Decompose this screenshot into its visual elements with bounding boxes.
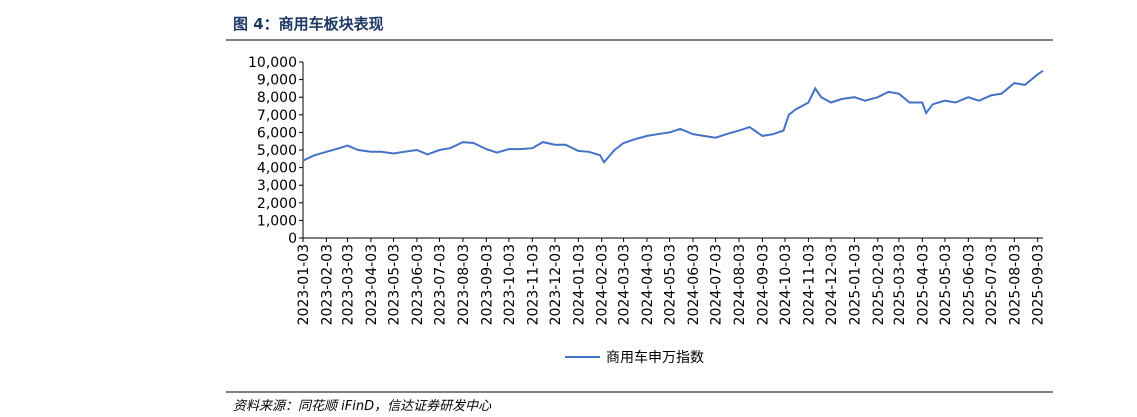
figure-title: 图 4：商用车板块表现 (233, 15, 384, 33)
y-tick-label: 9,000 (257, 73, 297, 89)
x-tick-label: 2023-12-03 (548, 244, 564, 325)
x-tick-label: 2024-02-03 (595, 244, 611, 325)
x-tick-label: 2023-04-03 (364, 244, 380, 325)
x-tick-label: 2024-05-03 (663, 244, 679, 325)
x-tick-label: 2025-03-03 (892, 244, 908, 325)
x-tick-label: 2023-02-03 (319, 244, 335, 325)
x-tick-label: 2023-08-03 (456, 244, 472, 325)
series-line (302, 69, 1044, 165)
y-tick-label: 10,000 (248, 55, 297, 71)
y-tick-label: 0 (288, 231, 297, 247)
x-tick-label: 2024-08-03 (732, 244, 748, 325)
y-tick-label: 5,000 (257, 143, 297, 159)
y-tick-label: 6,000 (257, 125, 297, 141)
x-tick-label: 2024-07-03 (709, 244, 725, 325)
x-tick-label: 2025-09-03 (1031, 244, 1047, 325)
legend-label: 商用车申万指数 (606, 349, 704, 366)
x-tick-label: 2024-03-03 (617, 244, 633, 325)
x-tick-label: 2025-01-03 (847, 244, 863, 325)
x-tick-label: 2025-04-03 (915, 244, 931, 325)
x-tick-label: 2025-06-03 (961, 244, 977, 325)
x-tick-label: 2023-11-03 (525, 244, 541, 325)
x-tick-label: 2023-03-03 (341, 244, 357, 325)
x-tick-label: 2024-04-03 (640, 244, 656, 325)
x-tick-label: 2025-02-03 (871, 244, 887, 325)
y-tick-label: 3,000 (257, 178, 297, 194)
x-tick-label: 2025-05-03 (938, 244, 954, 325)
x-tick-label: 2024-09-03 (755, 244, 771, 325)
x-tick-label: 2023-06-03 (410, 244, 426, 325)
x-tick-label: 2024-06-03 (686, 244, 702, 325)
y-tick-label: 8,000 (257, 90, 297, 106)
y-tick-label: 2,000 (257, 196, 297, 212)
x-tick-label: 2024-11-03 (801, 244, 817, 325)
x-tick-label: 2024-10-03 (778, 244, 794, 325)
x-tick-label: 2025-07-03 (984, 244, 1000, 325)
source-note: 资料来源：同花顺 iFinD，信达证券研发中心 (233, 399, 492, 414)
y-tick-label: 4,000 (257, 161, 297, 177)
y-tick-label: 1,000 (257, 213, 297, 229)
x-tick-label: 2025-08-03 (1007, 244, 1023, 325)
x-tick-label: 2024-01-03 (571, 244, 587, 325)
x-tick-label: 2024-12-03 (824, 244, 840, 325)
y-tick-label: 7,000 (257, 108, 297, 124)
x-tick-label: 2023-07-03 (433, 244, 449, 325)
x-tick-label: 2023-05-03 (387, 244, 403, 325)
x-tick-label: 2023-01-03 (296, 244, 312, 325)
x-tick-label: 2023-10-03 (502, 244, 518, 325)
x-tick-label: 2023-09-03 (479, 244, 495, 325)
